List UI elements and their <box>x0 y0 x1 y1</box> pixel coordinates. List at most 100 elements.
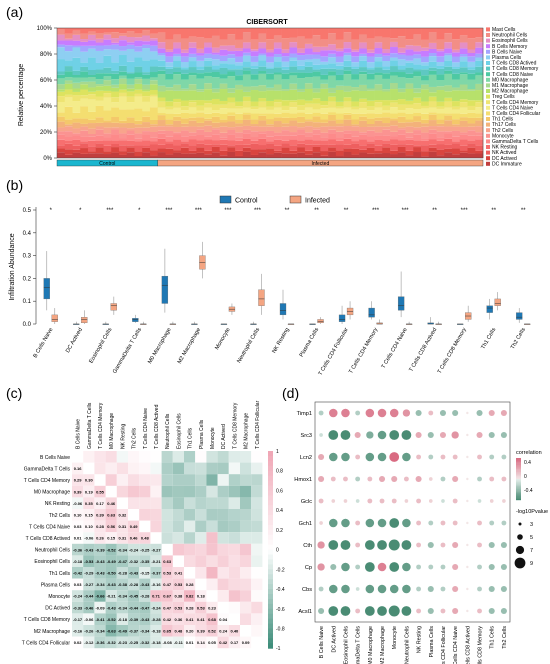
panel-a-bar-segment <box>204 76 213 84</box>
panel-c-heatmap-cell <box>150 567 162 579</box>
panel-a-bar-segment <box>382 69 391 74</box>
panel-a-bar-segment <box>126 42 135 45</box>
panel-a-bar-segment <box>165 49 174 52</box>
panel-a-bar-segment <box>374 53 383 58</box>
panel-a-bar-segment <box>204 60 213 67</box>
panel-c-heatmap-cell <box>228 532 240 544</box>
panel-a-bar-segment <box>235 126 244 133</box>
panel-a-bar-segment <box>413 140 422 146</box>
panel-c-heatmap-cell <box>184 509 196 521</box>
panel-a-bar-segment <box>335 150 344 156</box>
panel-d-bubble <box>377 518 387 528</box>
panel-c-heatmap-cell <box>217 555 229 567</box>
panel-a-bar-segment <box>343 114 352 120</box>
panel-c-heatmap-cell <box>251 485 263 498</box>
panel-a-bar-segment <box>452 49 461 53</box>
panel-a-bar-segment <box>343 126 352 131</box>
panel-a-bar-segment <box>242 112 251 115</box>
panel-d-bubble <box>500 607 507 615</box>
panel-d-row-label: Gclc <box>301 499 312 505</box>
panel-a-bar-segment <box>328 53 337 58</box>
panel-c-heatmap-cell <box>139 462 151 475</box>
panel-a-bar-segment <box>196 122 205 127</box>
panel-d-bubble <box>439 431 447 439</box>
panel-c-heatmap-cell <box>94 462 106 475</box>
panel-a-bar-segment <box>297 78 306 89</box>
panel-a-bar-segment <box>188 102 197 108</box>
panel-a-bar-segment <box>266 73 275 80</box>
panel-a-bar-segment <box>250 119 259 125</box>
panel-a-bar-segment <box>134 37 143 41</box>
panel-a-bar-segment <box>103 45 112 50</box>
panel-a-bar-segment <box>351 141 360 144</box>
panel-a-bar-segment <box>397 152 406 158</box>
panel-a-bar-segment <box>436 131 445 138</box>
panel-c-row-label: Neutrophil Cells <box>35 548 71 554</box>
panel-d-bubble <box>318 453 325 461</box>
panel-a-legend-swatch <box>486 33 490 37</box>
panel-a-bar-segment <box>142 131 151 135</box>
panel-a-bar-segment <box>335 28 344 40</box>
panel-a-bar-segment <box>436 86 445 91</box>
panel-a-bar-segment <box>467 90 476 101</box>
panel-c-heatmap-cell <box>128 555 140 567</box>
panel-a-bar-segment <box>281 153 290 158</box>
panel-c-colorbar-segment <box>268 584 273 590</box>
panel-a-bar-segment <box>142 111 151 117</box>
panel-c-cell-value: 0.32 <box>119 513 128 518</box>
panel-c-heatmap-cell <box>240 543 252 556</box>
panel-a-bar-segment <box>250 79 259 87</box>
panel-a-bar-segment <box>405 60 414 63</box>
panel-d-bubble <box>477 564 482 570</box>
panel-a-bar-segment <box>374 84 383 91</box>
panel-b-significance-mark: ** <box>344 208 349 214</box>
panel-a-bar-segment <box>382 78 391 90</box>
panel-a-bar-segment <box>111 79 120 85</box>
panel-a-bar-segment <box>312 71 321 77</box>
panel-c-heatmap-cell <box>172 497 184 509</box>
panel-c-cell-value: 0.10 <box>85 524 94 529</box>
panel-a-bar-segment <box>142 96 151 102</box>
panel-c-heatmap-cell <box>128 625 140 637</box>
panel-c-heatmap-cell <box>150 625 162 637</box>
panel-d-bubble <box>477 476 482 482</box>
panel-a-bar-segment <box>157 60 166 67</box>
panel-b-xtick-label: B Cells Naive <box>33 327 55 359</box>
panel-a-bar-segment <box>235 75 244 81</box>
panel-a-bar-segment <box>258 48 267 54</box>
panel-a-bar-segment <box>227 112 236 116</box>
panel-a-bar-segment <box>180 79 189 89</box>
panel-c-heatmap-cell <box>128 567 140 579</box>
panel-a-bar-segment <box>444 60 453 67</box>
panel-a-bar-segment <box>126 134 135 141</box>
panel-a-bar-segment <box>235 108 244 114</box>
panel-a-bar-segment <box>374 67 383 73</box>
panel-a-bar-segment <box>80 77 89 82</box>
panel-c-cell-value: 0.67 <box>163 594 172 599</box>
panel-a-bar-segment <box>390 150 399 155</box>
panel-a-bar-segment <box>343 130 352 134</box>
panel-a-bar-segment <box>219 45 228 50</box>
panel-a-bar-segment <box>157 28 166 33</box>
panel-a-bar-segment <box>165 141 174 144</box>
panel-d-bubble <box>416 608 422 614</box>
panel-d-bubble-plot: correlation -log10Pvalue Timp1Src3Lcn2Hm… <box>294 401 548 664</box>
panel-d-bubble <box>365 584 375 594</box>
panel-a-bar-segment <box>157 55 166 61</box>
panel-a-bar-segment <box>304 28 313 39</box>
panel-a-bar-segment <box>281 89 290 91</box>
panel-a-bar-segment <box>428 42 437 49</box>
panel-d-bubble <box>329 408 338 418</box>
panel-a-bar-segment <box>452 124 461 127</box>
panel-a-bar-segment <box>328 75 337 88</box>
panel-c-colorbar-segment <box>268 618 273 625</box>
panel-a-bar-segment <box>328 139 337 145</box>
panel-d-bubble <box>500 409 507 417</box>
panel-a-bar-segment <box>72 30 81 35</box>
panel-c-heatmap-cell <box>72 601 84 614</box>
panel-a-bar-segment <box>452 119 461 125</box>
panel-a-bar-segment <box>475 66 484 73</box>
panel-a-bar-segment <box>273 126 282 133</box>
panel-a-bar-segment <box>87 48 97 58</box>
panel-c-colorbar-tick: 0.8 <box>276 469 283 475</box>
